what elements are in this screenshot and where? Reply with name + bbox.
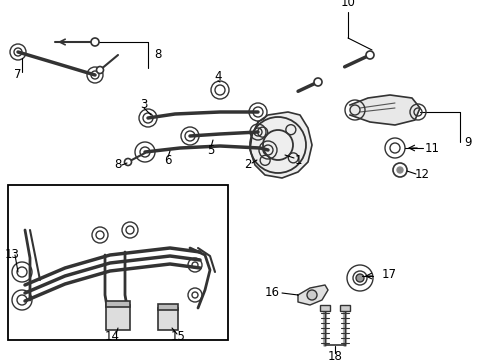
Text: 16: 16	[264, 287, 280, 300]
Bar	[106, 305, 130, 330]
Circle shape	[365, 51, 373, 59]
Text: 15: 15	[170, 330, 185, 343]
Bar	[319, 305, 329, 311]
Text: 4: 4	[214, 71, 221, 84]
Bar	[106, 301, 130, 307]
Text: 6: 6	[164, 153, 171, 166]
Text: 8: 8	[114, 158, 122, 171]
Text: 18: 18	[327, 350, 342, 360]
Text: 7: 7	[14, 68, 21, 81]
Circle shape	[306, 290, 316, 300]
Text: 9: 9	[463, 135, 470, 148]
Text: 13: 13	[5, 248, 20, 261]
Polygon shape	[297, 285, 327, 305]
Circle shape	[124, 158, 131, 166]
Text: 2: 2	[244, 158, 251, 171]
Text: 5: 5	[207, 144, 214, 157]
Circle shape	[91, 38, 99, 46]
Bar	[339, 305, 349, 311]
Bar	[8, 185, 227, 340]
Text: 14: 14	[104, 330, 119, 343]
Circle shape	[355, 274, 363, 282]
Text: 8: 8	[154, 49, 162, 62]
Polygon shape	[249, 112, 311, 178]
Polygon shape	[349, 95, 419, 125]
Text: 11: 11	[424, 141, 439, 154]
Text: 17: 17	[381, 269, 396, 282]
Bar	[158, 308, 178, 330]
Circle shape	[313, 78, 321, 86]
Circle shape	[396, 167, 402, 173]
Text: 1: 1	[294, 153, 301, 166]
Text: 10: 10	[340, 0, 355, 9]
Text: 12: 12	[414, 168, 428, 181]
Text: 3: 3	[140, 99, 147, 112]
Circle shape	[96, 67, 103, 73]
Bar	[158, 304, 178, 310]
